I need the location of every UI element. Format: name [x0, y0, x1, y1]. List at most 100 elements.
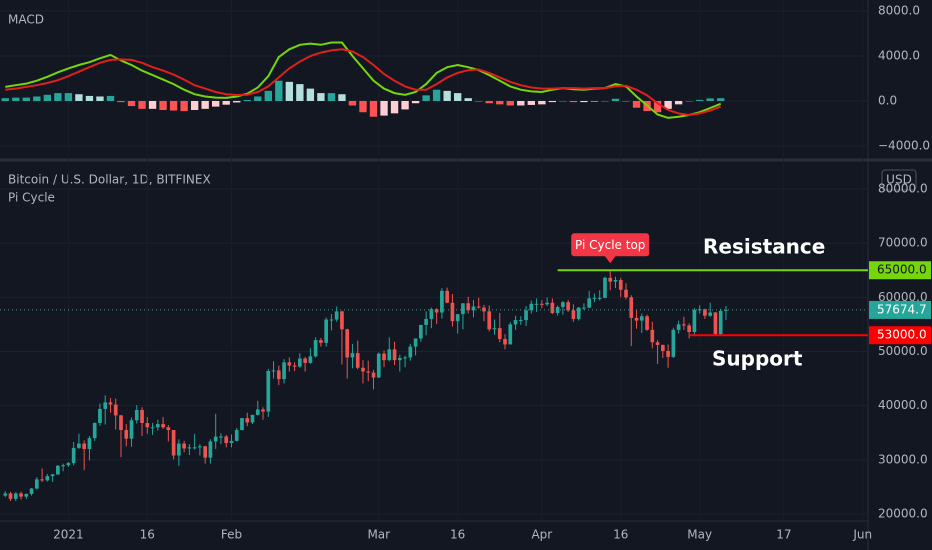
candle-body: [392, 349, 397, 361]
candle-body: [19, 493, 23, 497]
candle-body: [524, 310, 528, 321]
x-tick-label: 16: [613, 528, 628, 542]
candle-body: [92, 422, 97, 439]
histogram-bar: [233, 100, 241, 103]
candle-body: [608, 277, 613, 282]
candle-body: [555, 307, 560, 314]
histogram-bar: [411, 100, 420, 104]
candle-body: [724, 309, 728, 311]
histogram-bar: [106, 95, 115, 101]
histogram-bar: [338, 94, 346, 101]
candle-body: [329, 319, 334, 321]
currency-box[interactable]: [881, 169, 917, 191]
x-tick-label: Apr: [531, 528, 552, 542]
candle-body: [618, 279, 623, 290]
y-tick-label: 40000.0: [878, 398, 928, 412]
histogram-bar: [622, 100, 630, 102]
y-tick-label: 8000.0: [878, 4, 920, 18]
candle-body: [703, 309, 707, 316]
candle-body: [650, 329, 655, 343]
candle-body: [187, 447, 192, 449]
level-box: [869, 326, 931, 345]
histogram-bar: [348, 100, 357, 106]
x-tick-label: 2021: [53, 528, 84, 542]
histogram-bar: [85, 95, 94, 101]
candle-body: [29, 488, 34, 494]
candle-body: [482, 307, 486, 312]
level-name: Support: [712, 347, 803, 371]
candle-body: [671, 329, 676, 357]
candle-body: [245, 418, 250, 423]
histogram-bar: [138, 100, 146, 109]
histogram-bar: [148, 100, 157, 109]
histogram-bar: [275, 80, 283, 101]
histogram-bar: [475, 100, 483, 102]
annotation-box: [571, 233, 650, 257]
candle-body: [66, 463, 71, 466]
candle-body: [350, 353, 355, 358]
histogram-bar: [548, 100, 557, 103]
candle-body: [487, 311, 492, 330]
candle-body: [292, 365, 297, 367]
candle-body: [476, 306, 481, 308]
y-tick-label: 80000.0: [878, 181, 928, 195]
candle-body: [424, 318, 428, 325]
histogram-bar: [96, 96, 104, 101]
candle-body: [255, 409, 260, 415]
candle-body: [503, 339, 507, 345]
x-tick-label: May: [687, 528, 712, 542]
histogram-bar: [127, 100, 136, 107]
histogram-bar: [611, 98, 620, 101]
histogram-bar: [717, 98, 725, 101]
candle-body: [324, 319, 328, 343]
x-tick-label: 16: [450, 528, 465, 542]
level-label: 65000.0: [877, 263, 927, 277]
histogram-bar: [317, 93, 325, 101]
histogram-bar: [64, 93, 73, 101]
candle-body: [445, 290, 449, 303]
candle-body: [124, 430, 129, 439]
candle-body: [450, 302, 455, 322]
y-tick-label: 60000.0: [878, 290, 928, 304]
last-price-label: 57674.7: [877, 302, 927, 316]
candle-body: [355, 353, 360, 368]
annotation-pointer: [604, 255, 617, 264]
histogram-bar: [506, 100, 514, 106]
candle-body: [103, 402, 108, 409]
candle-body: [45, 476, 50, 481]
candle-body: [455, 314, 460, 322]
histogram-bar: [190, 100, 199, 110]
level-name: Resistance: [703, 235, 825, 259]
histogram-bar: [580, 100, 588, 103]
candle-body: [113, 404, 118, 416]
histogram-bar: [664, 100, 672, 109]
x-tick-label: 16: [140, 528, 155, 542]
candle-body: [597, 297, 602, 299]
candle-body: [34, 479, 39, 489]
y-tick-label: 50000.0: [878, 344, 928, 358]
histogram-bar: [201, 100, 209, 109]
currency[interactable]: USD: [886, 173, 912, 187]
histogram-bar: [359, 100, 367, 113]
candle-body: [408, 346, 413, 358]
candle-body: [697, 309, 702, 311]
histogram-bar: [33, 96, 41, 101]
histogram-bar: [380, 100, 388, 116]
level-box: [869, 261, 931, 280]
candle-body: [134, 409, 139, 421]
candle-body: [387, 349, 392, 361]
candle-body: [108, 402, 113, 405]
x-tick-label: Feb: [221, 528, 242, 542]
macd-title: MACD: [8, 13, 44, 27]
histogram-bar: [222, 100, 230, 105]
candle-body: [613, 279, 618, 282]
histogram-bar: [590, 100, 599, 102]
candle-body: [282, 362, 286, 380]
candle-body: [361, 367, 365, 372]
histogram-bar: [169, 100, 178, 111]
candle-body: [119, 415, 123, 431]
histogram-bar: [327, 93, 336, 101]
candle-body: [313, 340, 318, 357]
candle-body: [513, 320, 518, 325]
